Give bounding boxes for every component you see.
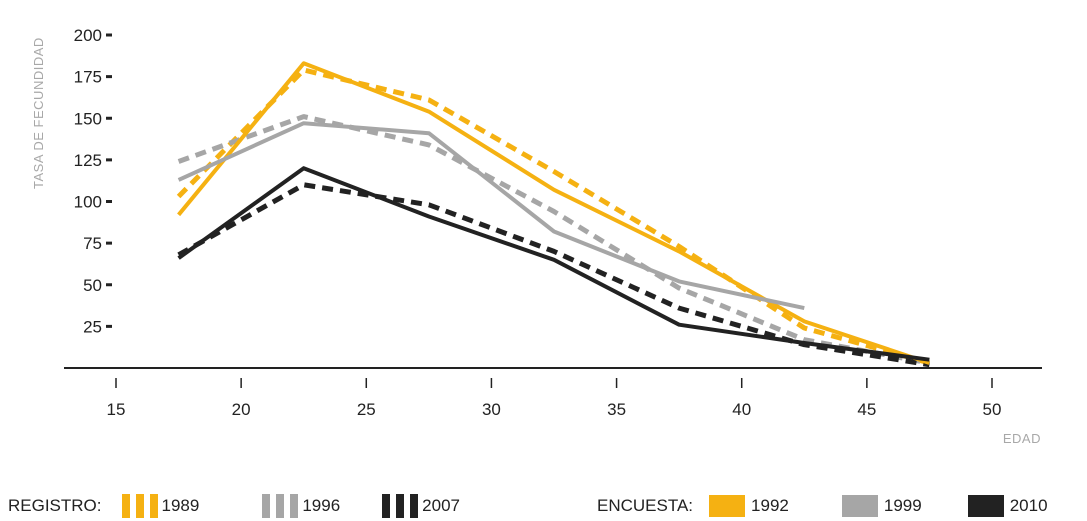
y-tick-label: 200 (74, 26, 102, 45)
y-tick-label: 100 (74, 193, 102, 212)
y-ticks: 25 50 75 100 125 150 175 200 (74, 26, 112, 336)
series-line-1989 (176, 67, 931, 366)
series-layer (176, 61, 931, 368)
legend-swatch-1999 (841, 495, 878, 517)
series-line-1992 (177, 61, 931, 365)
x-tick-label: 20 (232, 400, 251, 419)
legend-group-label: ENCUESTA: (597, 496, 694, 515)
legend-label-2007: 2007 (422, 496, 460, 515)
legend-registro: REGISTRO: 1989 1996 2007 (8, 493, 460, 519)
legend-swatch-1989 (121, 494, 158, 518)
x-tick-label: 35 (607, 400, 626, 419)
legend-swatch-1992 (709, 495, 746, 517)
legend-entry-1992: 1992 (709, 495, 789, 517)
x-tick-label: 25 (357, 400, 376, 419)
x-tick-label: 45 (857, 400, 876, 419)
legend-label-2010: 2010 (1009, 496, 1048, 515)
legend-encuesta: ENCUESTA: 1992 1999 2010 (597, 493, 1048, 519)
y-tick-label: 75 (83, 234, 102, 253)
legend-entry-1999: 1999 (841, 495, 922, 517)
legend-label-1996: 1996 (302, 496, 341, 515)
x-ticks: 15 20 25 30 35 40 45 50 (107, 378, 1002, 419)
y-tick-label: 50 (83, 276, 102, 295)
fertility-rate-chart: 25 50 75 100 125 150 175 200 15 20 25 30 35 40 45 50 T… (31, 26, 1042, 446)
legend-entry-2010: 2010 (967, 495, 1048, 517)
legend-entry-2007: 2007 (382, 494, 460, 518)
series-line-1996 (177, 114, 930, 366)
legend-swatch-1996 (262, 494, 299, 518)
legend-label-1989: 1989 (161, 496, 200, 515)
legend-label-1992: 1992 (751, 496, 789, 515)
y-tick-label: 150 (74, 109, 102, 128)
x-tick-label: 15 (107, 400, 126, 419)
legend-label-1999: 1999 (883, 496, 922, 515)
series-line-2010 (177, 166, 930, 362)
legend-group-label: REGISTRO: (8, 496, 102, 515)
y-tick-label: 125 (74, 151, 102, 170)
legend-entry-1989: 1989 (121, 494, 200, 518)
x-tick-label: 40 (732, 400, 751, 419)
x-tick-label: 50 (983, 400, 1002, 419)
y-tick-label: 175 (74, 68, 102, 87)
legend-entry-1996: 1996 (262, 494, 340, 518)
series-line-1999 (177, 121, 805, 311)
legend-swatch-2007 (382, 494, 419, 518)
x-axis-title: EDAD (1003, 431, 1041, 446)
x-tick-label: 30 (482, 400, 501, 419)
legend-swatch-2010 (967, 495, 1004, 517)
y-tick-label: 25 (83, 317, 102, 336)
y-axis-title: TASA DE FECUNDIDAD (31, 37, 46, 189)
